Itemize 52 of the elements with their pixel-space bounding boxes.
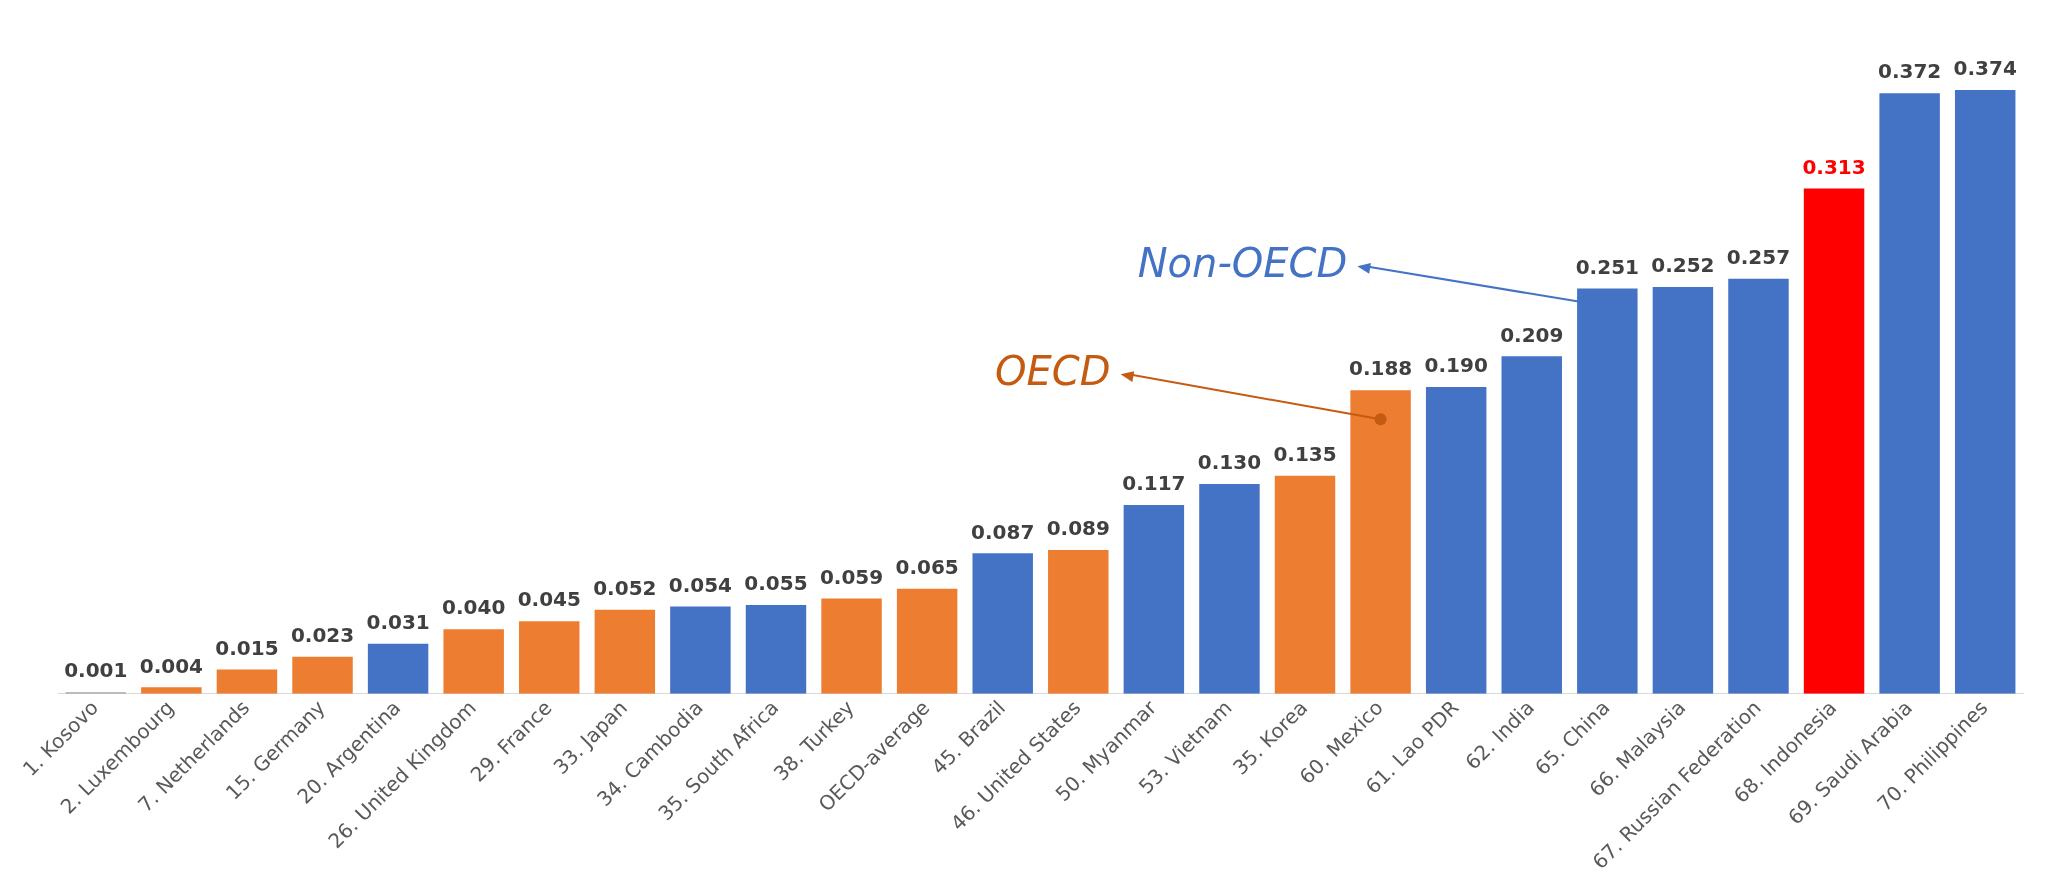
data-label: 0.190 [1424, 353, 1488, 378]
data-label: 0.313 [1802, 154, 1866, 179]
annotation: OECD [995, 347, 1111, 394]
bar [443, 629, 504, 694]
bar [1048, 550, 1109, 694]
data-label: 0.209 [1500, 322, 1564, 347]
data-label: 0.135 [1273, 442, 1337, 467]
data-label: 0.001 [64, 658, 128, 683]
bar [1350, 390, 1411, 694]
bar [519, 621, 580, 694]
data-label: 0.065 [895, 555, 959, 580]
data-label: 0.040 [442, 595, 506, 620]
data-label: 0.045 [517, 587, 581, 612]
bar [216, 669, 278, 694]
data-label: 0.251 [1575, 254, 1639, 279]
data-label: 0.054 [668, 572, 733, 597]
bar [1803, 188, 1865, 694]
data-label: 0.117 [1122, 471, 1186, 496]
bar [367, 643, 429, 694]
bar [1425, 387, 1487, 694]
bar [1728, 278, 1789, 694]
bar [594, 609, 656, 694]
data-label: 0.374 [1953, 56, 2017, 81]
bar [1123, 504, 1185, 694]
data-label: 0.055 [744, 571, 808, 596]
data-label: 0.130 [1197, 450, 1262, 475]
bar [1879, 93, 1940, 694]
data-label: 0.252 [1651, 253, 1715, 278]
data-label: 0.015 [215, 635, 279, 660]
bar [1652, 286, 1714, 694]
bar [745, 604, 807, 694]
bar [670, 606, 731, 694]
bar [1274, 475, 1336, 694]
data-label: 0.052 [593, 576, 657, 601]
bar [972, 553, 1033, 694]
bar [896, 588, 958, 694]
annotation: Non-OECD [1137, 239, 1348, 286]
data-label: 0.023 [290, 622, 355, 647]
data-label: 0.004 [139, 653, 203, 678]
bar [141, 687, 202, 694]
bar [821, 598, 882, 694]
bar [1501, 356, 1562, 694]
data-label: 0.089 [1046, 516, 1110, 541]
data-label: 0.031 [366, 609, 430, 634]
bar [1199, 483, 1260, 694]
data-label: 0.257 [1726, 245, 1791, 270]
data-label: 0.372 [1878, 59, 1942, 84]
data-label: 0.059 [819, 564, 884, 589]
bar [292, 656, 353, 694]
data-label: 0.188 [1348, 356, 1413, 381]
data-label: 0.087 [971, 519, 1035, 544]
bar [1954, 89, 2016, 694]
